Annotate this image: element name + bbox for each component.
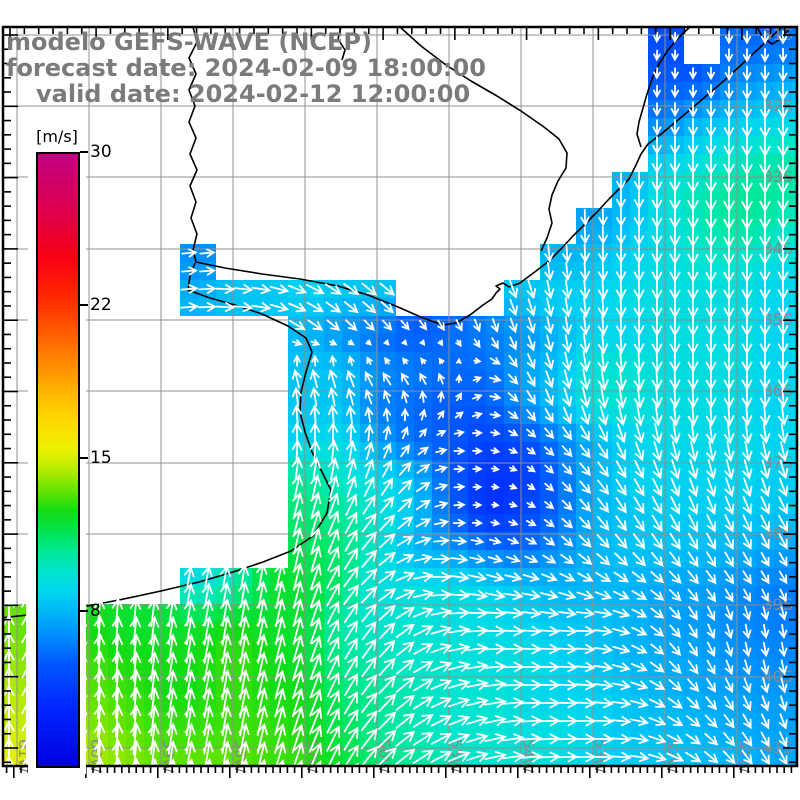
lon-label-55W: 55W xyxy=(447,739,465,773)
lat-label-33S: 33S xyxy=(762,167,793,186)
lat-label-34S: 34S xyxy=(762,239,793,258)
lon-label-54W: 54W xyxy=(519,739,537,773)
colorbar-gradient xyxy=(36,152,80,768)
lon-label-51W: 51W xyxy=(735,739,753,773)
gridlines xyxy=(3,27,797,766)
lat-label-35S: 35S xyxy=(762,310,793,329)
model-title: modelo GEFS-WAVE (NCEP) xyxy=(6,28,372,56)
colorbar-unit-label: [m/s] xyxy=(36,127,78,146)
colorbar-tick-mark xyxy=(80,304,88,306)
map-frame xyxy=(1,25,799,768)
colorbar-tick-mark xyxy=(80,151,88,153)
colorbar-tick-mark xyxy=(80,457,88,459)
wind-arrows-layer xyxy=(4,30,796,765)
colorbar-tick-label: 8 xyxy=(90,601,101,621)
lat-label-32S: 32S xyxy=(762,96,793,115)
colorbar-tick-label: 15 xyxy=(90,448,112,468)
valid-date: valid date: 2024-02-12 12:00:00 xyxy=(36,80,471,108)
colorbar-tick-mark xyxy=(80,610,88,612)
colorbar: [m/s] 30 22 15 8 xyxy=(28,124,112,774)
colorbar-tick-label: 30 xyxy=(90,142,112,162)
title-block: modelo GEFS-WAVE (NCEP) forecast date: 2… xyxy=(6,29,486,107)
lon-label-56W: 56W xyxy=(375,739,393,773)
tick-marks xyxy=(3,27,797,778)
forecast-date: forecast date: 2024-02-09 18:00:00 xyxy=(6,54,486,82)
colorbar-tick-label: 22 xyxy=(90,295,112,315)
